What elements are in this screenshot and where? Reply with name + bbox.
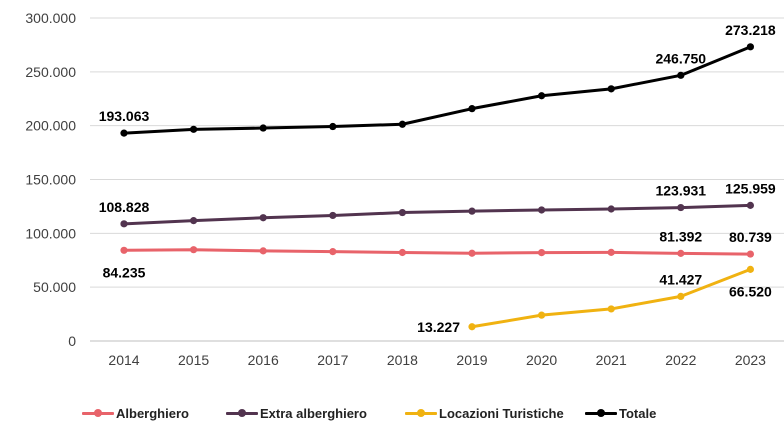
series-line-totale bbox=[122, 45, 752, 135]
data-point-extra-alberghiero bbox=[329, 211, 337, 220]
legend-item-extra-alberghiero: Extra alberghiero bbox=[226, 403, 367, 423]
data-point-totale bbox=[259, 124, 267, 132]
data-point-extra-alberghiero bbox=[746, 201, 755, 209]
x-tick-label: 2018 bbox=[387, 352, 418, 368]
legend-label: Extra alberghiero bbox=[260, 405, 367, 421]
legend-label: Totale bbox=[619, 405, 657, 421]
data-point-alberghiero bbox=[468, 249, 476, 257]
line-chart: 0 50.000 100.000 150.000 200.000 250.000 300.0… bbox=[25, 10, 784, 368]
legend-swatch-icon bbox=[82, 406, 114, 420]
series-line-locazioni-turistiche bbox=[470, 267, 752, 329]
legend-item-alberghiero: Alberghiero bbox=[82, 403, 189, 423]
data-point-totale bbox=[329, 122, 337, 131]
y-tick-label: 0 bbox=[68, 333, 76, 349]
x-tick-label: 2015 bbox=[178, 352, 209, 368]
data-point-extra-alberghiero bbox=[120, 220, 128, 228]
data-label-extra-alberghiero: 123.931 bbox=[655, 183, 706, 199]
data-point-alberghiero bbox=[120, 246, 128, 254]
legend-item-totale: Totale bbox=[585, 403, 656, 423]
data-point-alberghiero bbox=[607, 248, 615, 256]
x-tick-label: 2021 bbox=[596, 352, 627, 368]
x-axis-ticks: 2014 2015 2016 2017 2018 2019 2020 2021 2022 2023 bbox=[108, 352, 766, 368]
data-point-locazioni-turistiche bbox=[607, 305, 615, 313]
legend-label: Alberghiero bbox=[116, 405, 189, 421]
legend-swatch-icon bbox=[585, 406, 617, 420]
legend-item-locazioni-turistiche: Locazioni Turistiche bbox=[405, 403, 564, 423]
data-point-extra-alberghiero bbox=[468, 207, 476, 215]
data-point-alberghiero bbox=[329, 248, 337, 256]
data-point-extra-alberghiero bbox=[398, 208, 406, 217]
data-point-locazioni-turistiche bbox=[468, 323, 476, 331]
data-label-alberghiero: 81.392 bbox=[659, 228, 702, 244]
data-point-extra-alberghiero bbox=[190, 217, 198, 225]
y-tick-label: 150.000 bbox=[25, 172, 76, 188]
data-point-totale bbox=[607, 85, 615, 93]
series-line-alberghiero bbox=[122, 248, 752, 256]
data-point-alberghiero bbox=[259, 247, 267, 255]
x-tick-label: 2017 bbox=[317, 352, 348, 368]
data-labels: 84.235 81.392 80.739 108.828 123.931 125.959 1… bbox=[99, 22, 776, 335]
data-point-totale bbox=[746, 43, 755, 51]
series-lines bbox=[120, 43, 755, 331]
data-point-extra-alberghiero bbox=[538, 206, 546, 214]
chart-legend: Alberghiero Extra alberghiero Locazioni Tu… bbox=[0, 403, 784, 423]
data-point-totale bbox=[538, 92, 546, 100]
data-point-extra-alberghiero bbox=[259, 214, 267, 222]
data-point-totale bbox=[398, 120, 406, 128]
data-label-alberghiero: 80.739 bbox=[729, 229, 772, 245]
data-label-totale: 246.750 bbox=[655, 50, 706, 66]
x-tick-label: 2016 bbox=[248, 352, 279, 368]
data-label-locazioni-turistiche: 13.227 bbox=[417, 319, 460, 335]
legend-swatch-icon bbox=[405, 406, 437, 420]
data-point-locazioni-turistiche bbox=[538, 311, 546, 319]
legend-swatch-icon bbox=[226, 406, 258, 420]
data-label-extra-alberghiero: 125.959 bbox=[725, 180, 776, 196]
x-tick-label: 2022 bbox=[665, 352, 696, 368]
data-label-extra-alberghiero: 108.828 bbox=[99, 199, 150, 215]
gridlines bbox=[90, 17, 784, 342]
y-tick-label: 200.000 bbox=[25, 118, 76, 134]
y-axis-ticks: 0 50.000 100.000 150.000 200.000 250.000 300.0… bbox=[25, 10, 76, 349]
data-point-extra-alberghiero bbox=[677, 203, 685, 212]
data-point-totale bbox=[190, 125, 198, 133]
data-point-alberghiero bbox=[677, 249, 685, 257]
x-tick-label: 2019 bbox=[456, 352, 487, 368]
y-tick-label: 250.000 bbox=[25, 64, 76, 80]
data-label-alberghiero: 84.235 bbox=[103, 264, 146, 280]
data-point-totale bbox=[677, 71, 685, 79]
data-point-alberghiero bbox=[746, 250, 755, 258]
y-tick-label: 100.000 bbox=[25, 225, 76, 241]
data-point-totale bbox=[120, 129, 128, 137]
data-point-totale bbox=[468, 105, 476, 113]
data-point-locazioni-turistiche bbox=[677, 292, 685, 300]
data-label-locazioni-turistiche: 41.427 bbox=[659, 271, 702, 287]
data-label-totale: 273.218 bbox=[725, 22, 776, 38]
legend-label: Locazioni Turistiche bbox=[439, 405, 564, 421]
series-line-extra-alberghiero bbox=[122, 203, 752, 226]
x-tick-label: 2014 bbox=[108, 352, 139, 368]
data-point-alberghiero bbox=[538, 249, 546, 257]
data-point-extra-alberghiero bbox=[607, 205, 615, 213]
x-tick-label: 2020 bbox=[526, 352, 557, 368]
data-label-locazioni-turistiche: 66.520 bbox=[729, 283, 772, 299]
data-point-alberghiero bbox=[398, 248, 406, 257]
x-tick-label: 2023 bbox=[735, 352, 766, 368]
data-point-locazioni-turistiche bbox=[746, 265, 755, 273]
data-label-totale: 193.063 bbox=[99, 108, 150, 124]
y-tick-label: 300.000 bbox=[25, 10, 76, 26]
data-point-alberghiero bbox=[190, 246, 198, 254]
y-tick-label: 50.000 bbox=[33, 279, 76, 295]
